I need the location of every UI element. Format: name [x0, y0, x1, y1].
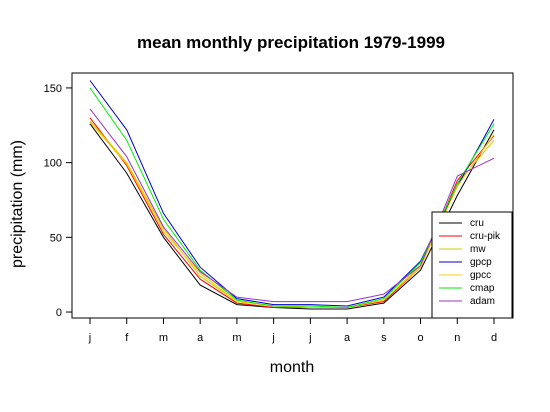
- series-lines: [89, 80, 495, 310]
- legend-label-adam: adam: [470, 296, 495, 307]
- x-tick-label: f: [125, 332, 129, 344]
- legend: cru cru-pik mw gpcp gpcc cmap adam: [431, 211, 513, 319]
- legend-label-mw: mw: [470, 244, 486, 255]
- series-line-cru: [89, 123, 495, 310]
- plot-frame: [71, 72, 514, 319]
- y-tick-label: 100: [44, 158, 62, 170]
- x-tick-label: n: [454, 332, 460, 344]
- x-tick-label: s: [381, 332, 387, 344]
- y-axis-label: precipitation (mm): [9, 140, 26, 268]
- x-axis-label: month: [270, 359, 314, 376]
- legend-label-gpcp: gpcp: [470, 257, 492, 268]
- y-axis: 0 50 100 150: [44, 83, 72, 319]
- x-tick-label: j: [271, 332, 274, 344]
- x-tick-label: a: [197, 332, 204, 344]
- x-tick-label: j: [308, 332, 311, 344]
- x-tick-label: d: [491, 332, 497, 344]
- x-tick-label: j: [88, 332, 91, 344]
- chart-title: mean monthly precipitation 1979-1999: [137, 33, 445, 52]
- y-tick-label: 50: [50, 232, 62, 244]
- legend-label-cru: cru: [470, 218, 484, 229]
- legend-label-gpcc: gpcc: [470, 270, 491, 281]
- x-tick-label: m: [159, 332, 168, 344]
- series-line-adam: [89, 108, 495, 303]
- y-tick-label: 0: [56, 307, 62, 319]
- y-tick-label: 150: [44, 83, 62, 95]
- x-tick-label: m: [232, 332, 241, 344]
- series-line-gpcc: [89, 121, 495, 308]
- x-tick-label: a: [344, 332, 351, 344]
- legend-box: [431, 211, 513, 319]
- legend-label-cru-pik: cru-pik: [470, 231, 501, 242]
- legend-label-cmap: cmap: [470, 283, 495, 294]
- x-tick-label: o: [417, 332, 423, 344]
